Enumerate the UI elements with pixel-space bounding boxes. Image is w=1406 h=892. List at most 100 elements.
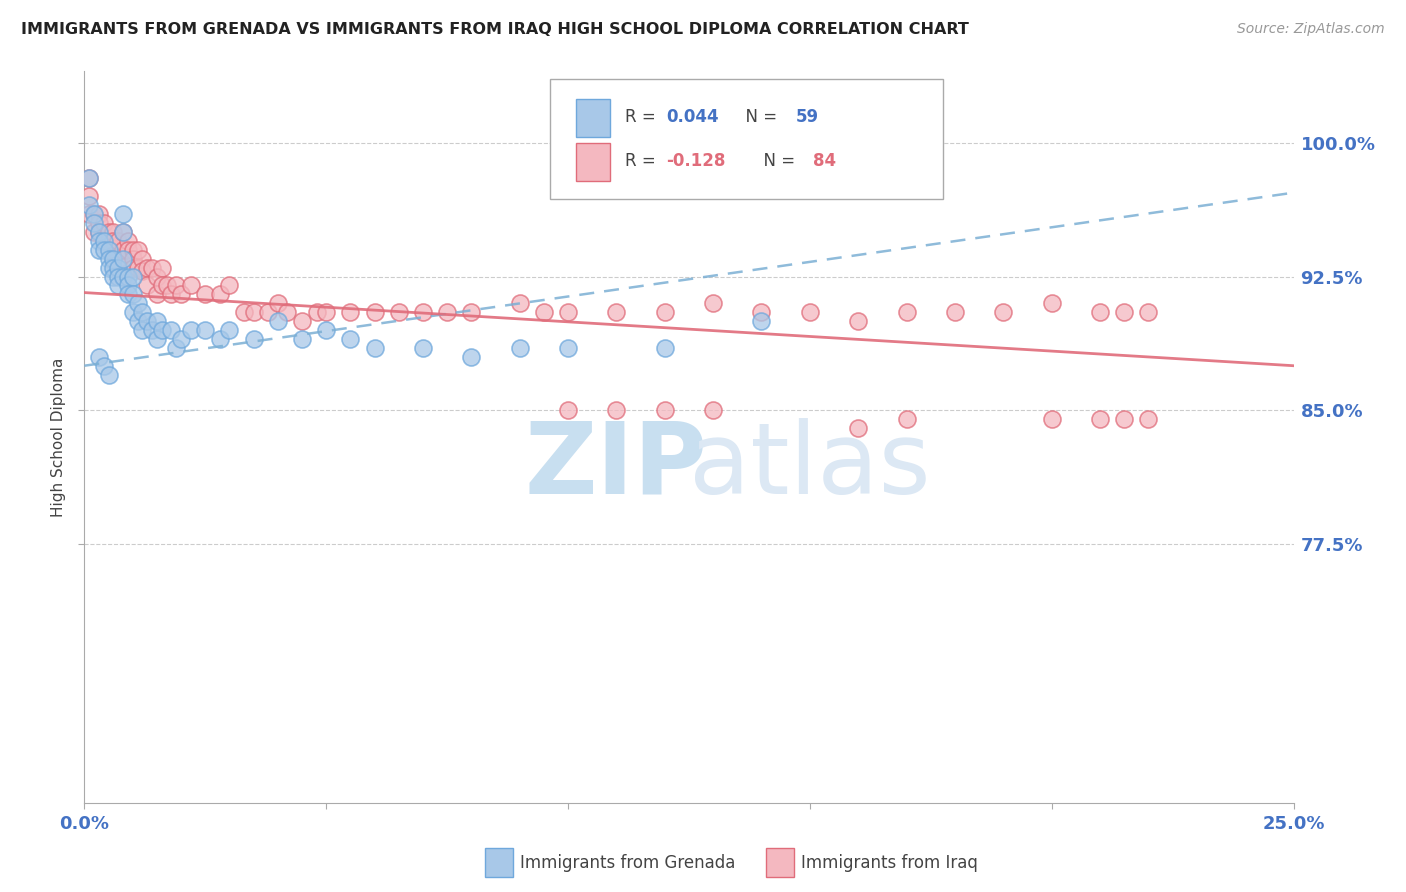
Point [339, 305, 361, 319]
Point [557, 305, 579, 319]
Point [87, 350, 110, 364]
Point [121, 260, 143, 275]
Point [83, 207, 105, 221]
Point [233, 305, 256, 319]
Point [127, 243, 149, 257]
Point [97, 252, 120, 266]
FancyBboxPatch shape [766, 848, 794, 877]
Point [460, 305, 482, 319]
Point [112, 225, 135, 239]
Point [276, 305, 298, 319]
Point [339, 332, 361, 346]
Text: Immigrants from Iraq: Immigrants from Iraq [801, 854, 979, 871]
Point [141, 260, 163, 275]
Point [557, 341, 579, 355]
Point [97, 368, 120, 382]
Point [180, 323, 202, 337]
Text: R =: R = [624, 109, 661, 127]
Text: atlas: atlas [689, 417, 931, 515]
Point [509, 341, 531, 355]
Point [112, 269, 135, 284]
Point [83, 207, 105, 221]
Text: 59: 59 [796, 109, 818, 127]
Point [702, 296, 724, 310]
Y-axis label: High School Diploma: High School Diploma [51, 358, 66, 516]
Point [117, 234, 139, 248]
Point [896, 305, 918, 319]
FancyBboxPatch shape [576, 99, 610, 137]
Point [751, 314, 773, 328]
Point [87, 243, 110, 257]
Point [460, 350, 482, 364]
Point [112, 225, 135, 239]
Point [103, 260, 125, 275]
Point [150, 323, 173, 337]
Point [83, 225, 105, 239]
Point [170, 332, 193, 346]
Point [127, 314, 149, 328]
Point [160, 287, 183, 301]
Point [165, 278, 187, 293]
FancyBboxPatch shape [550, 78, 943, 200]
Point [121, 305, 143, 319]
Point [363, 341, 385, 355]
Point [146, 314, 169, 328]
Point [136, 278, 159, 293]
Point [194, 287, 217, 301]
Point [654, 403, 676, 417]
Point [702, 403, 724, 417]
Point [136, 260, 159, 275]
Point [121, 252, 143, 266]
Point [257, 305, 280, 319]
Point [103, 269, 125, 284]
Point [1088, 412, 1111, 426]
Point [83, 216, 105, 230]
Point [165, 341, 187, 355]
Point [112, 252, 135, 266]
Point [127, 260, 149, 275]
Point [218, 323, 240, 337]
Point [799, 305, 821, 319]
Point [160, 323, 183, 337]
Text: -0.128: -0.128 [666, 153, 725, 170]
Point [846, 421, 869, 435]
Point [315, 305, 337, 319]
Point [107, 278, 129, 293]
Point [993, 305, 1015, 319]
Text: 0.044: 0.044 [666, 109, 718, 127]
Point [146, 287, 169, 301]
Point [194, 323, 217, 337]
Point [141, 323, 163, 337]
Point [436, 305, 458, 319]
Point [1040, 412, 1063, 426]
Point [155, 278, 177, 293]
Point [605, 305, 627, 319]
Point [87, 207, 110, 221]
Point [267, 314, 290, 328]
Point [170, 287, 193, 301]
Point [846, 314, 869, 328]
Point [112, 207, 135, 221]
Point [103, 225, 125, 239]
Point [218, 278, 240, 293]
Point [121, 287, 143, 301]
Point [1088, 305, 1111, 319]
Point [121, 269, 143, 284]
Point [107, 260, 129, 275]
Point [557, 403, 579, 417]
Point [291, 314, 314, 328]
Point [146, 269, 169, 284]
Point [315, 323, 337, 337]
Point [208, 332, 231, 346]
Point [654, 341, 676, 355]
Point [93, 359, 115, 373]
Point [267, 296, 290, 310]
Text: Source: ZipAtlas.com: Source: ZipAtlas.com [1237, 22, 1385, 37]
Point [93, 243, 115, 257]
Point [150, 278, 173, 293]
Point [77, 171, 100, 186]
Text: 84: 84 [814, 153, 837, 170]
Point [1040, 296, 1063, 310]
Point [412, 305, 434, 319]
Point [127, 296, 149, 310]
